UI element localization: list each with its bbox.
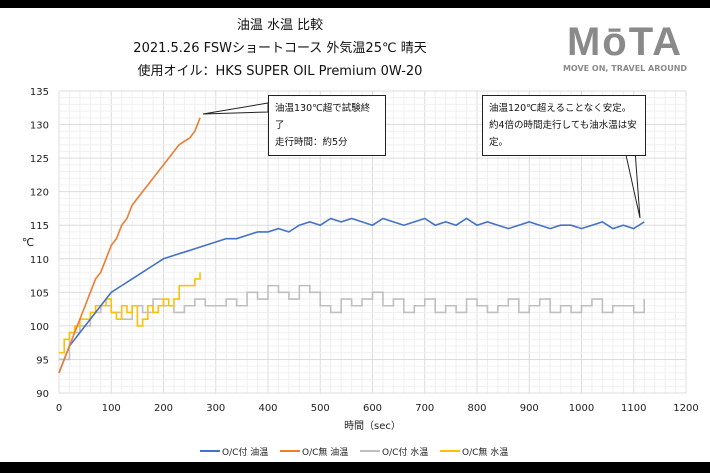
annotation-line: 走行時間：約5分	[275, 137, 348, 148]
annotation-oil-limit: 油温130℃超で試験終了 走行時間：約5分	[268, 95, 386, 156]
x-tick-label: 300	[206, 403, 225, 414]
annotation-line: 約4倍の時間走行しても油水温は安定。	[489, 120, 637, 148]
logo-text: MōTA	[566, 20, 684, 64]
y-axis-label: ℃	[22, 236, 34, 249]
logo-tagline: MOVE ON, TRAVEL AROUND	[562, 64, 688, 73]
x-tick-label: 900	[520, 403, 539, 414]
annotation-stable: 油温120℃超えることなく安定。 約4倍の時間走行しても油水温は安定。	[482, 95, 646, 156]
annotation-line: 油温130℃超で試験終了	[275, 103, 371, 131]
x-tick-label: 800	[467, 403, 486, 414]
legend-label: O/C付 水温	[382, 446, 428, 458]
x-tick-label: 1100	[621, 403, 646, 414]
y-tick-label: 115	[30, 221, 49, 232]
series-line-0	[58, 217, 645, 374]
y-tick-label: 95	[36, 355, 49, 366]
y-tick-label: 90	[36, 389, 49, 400]
legend-label: O/C無 水温	[462, 446, 508, 458]
x-tick-label: 200	[154, 403, 173, 414]
series-line-2	[59, 284, 645, 361]
mota-logo: MōTA MOVE ON, TRAVEL AROUND	[550, 20, 700, 73]
x-tick-label: 400	[258, 403, 277, 414]
legend-label: O/C無 油温	[302, 446, 348, 458]
x-tick-label: 0	[56, 403, 62, 414]
series-line-1	[58, 117, 201, 374]
y-tick-label: 135	[30, 87, 49, 98]
x-tick-label: 100	[102, 403, 121, 414]
chart-title: 油温 水温 比較	[236, 18, 324, 33]
x-tick-label: 700	[415, 403, 434, 414]
x-tick-label: 600	[363, 403, 382, 414]
oil-label: 使用オイル：HKS SUPER OIL Premium 0W-20	[137, 64, 423, 79]
legend-label: O/C付 油温	[222, 446, 268, 458]
x-tick-label: 1200	[673, 403, 698, 414]
y-tick-label: 130	[30, 121, 49, 132]
y-tick-label: 110	[30, 255, 49, 266]
y-tick-label: 105	[30, 288, 49, 299]
y-tick-label: 125	[30, 154, 49, 165]
x-tick-label: 1000	[569, 403, 594, 414]
y-tick-label: 100	[30, 322, 49, 333]
x-tick-label: 500	[311, 403, 330, 414]
x-axis-label: 時間（sec）	[344, 420, 401, 432]
annotation-line: 油温120℃超えることなく安定。	[489, 103, 632, 114]
y-tick-label: 120	[30, 188, 49, 199]
chart-subtitle: 2021.5.26 FSWショートコース 外気温25℃ 晴天	[133, 41, 427, 56]
series-line-3	[59, 272, 201, 354]
